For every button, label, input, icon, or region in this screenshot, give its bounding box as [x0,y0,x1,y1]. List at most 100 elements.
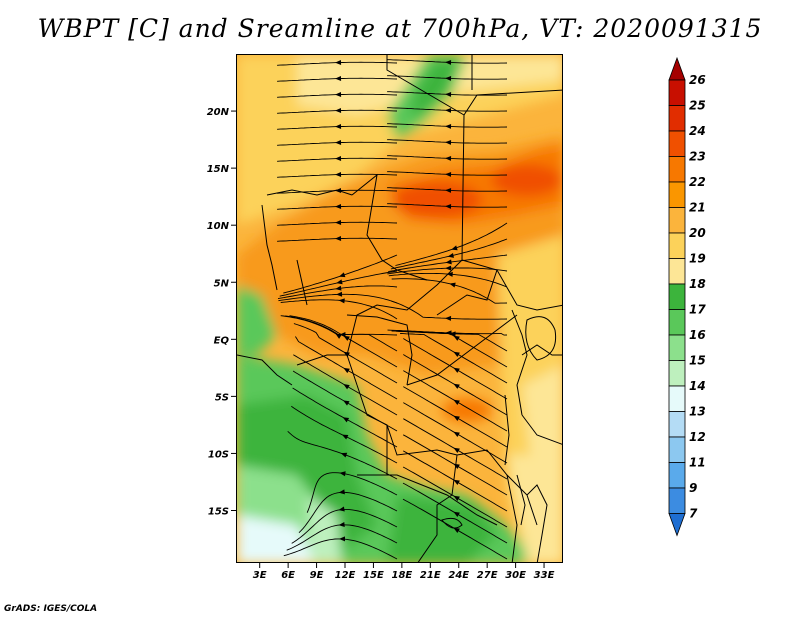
colorbar-box [668,436,686,463]
streamline-arrow [445,75,452,81]
colorbar-box [668,309,686,336]
streamline-arrow [335,75,342,81]
streamline-arrow [445,315,452,321]
streamline-arrow [336,291,343,297]
streamline-arrow [335,59,342,65]
colorbar-label: 7 [689,507,698,521]
colorbar-box [668,105,686,132]
colorbar-box [668,258,686,285]
streamline-arrow [445,265,452,271]
colorbar-box [668,283,686,310]
streamline-arrow [445,330,452,336]
colorbar-label: 22 [689,175,706,189]
streamline-arrow [343,335,350,341]
colorbar-label: 12 [689,430,706,444]
streamline-arrow [343,400,350,406]
streamline-arrow [453,383,460,389]
streamline-arrow [335,91,342,97]
lon-label: 24E [448,570,469,581]
colorbar-box [668,462,686,489]
lon-label: 3E [253,570,267,581]
lon-label: 33E [534,570,555,581]
lon-label: 27E [477,570,498,581]
colorbar-label: 13 [689,405,706,419]
streamline-arrow [453,495,460,501]
streamline-arrow [445,91,452,97]
colorbar-box [668,411,686,438]
lat-label: 5S [215,392,229,403]
streamline-arrow [445,171,452,177]
streamline-arrow [445,259,452,265]
streamline-arrow [335,187,342,193]
streamline-arrow [335,123,342,129]
lon-label: 21E [420,570,441,581]
streamline-arrow [339,331,346,337]
streamline-arrow [338,298,345,304]
streamline-arrow [453,351,460,357]
colorbar-label: 26 [689,73,706,87]
lat-label: 5N [214,278,230,289]
streamline-arrow [338,522,345,527]
streamline-arrow [338,272,346,278]
streamline-arrow [453,447,460,453]
colorbar-label: 23 [689,150,706,164]
streamline-arrow [445,107,452,113]
colorbar: 26 25 24 23 22 21 20 19 18 17 16 15 14 13 12 11 9 7 [668,56,706,537]
streamline-arrow [335,203,342,209]
map-panel [236,54,563,563]
streamline-arrow [453,511,460,517]
footer-credit: GrADS: IGES/COLA [4,604,98,614]
colorbar-box [668,334,686,361]
streamline-arrow [338,489,345,495]
streamline-arrow [335,235,342,241]
lon-label: 18E [391,570,412,581]
streamline-arrow [445,139,452,145]
streamline-arrow [445,203,452,209]
colorbar-label: 11 [689,456,706,470]
lat-label: EQ [214,335,230,346]
colorbar-label: 19 [689,252,706,266]
colorbar-box [668,385,686,412]
streamline-arrow [447,252,454,258]
colorbar-box [668,487,686,514]
colorbar-box [668,156,686,183]
colorbar-label: 15 [689,354,706,368]
colorbar-label: 18 [689,277,706,291]
streamline-arrow [336,279,343,285]
colorbar-box [668,207,686,234]
streamline-arrow [342,417,350,423]
lon-label: 9E [310,570,324,581]
lon-label: 6E [281,570,295,581]
map-field [237,55,562,562]
streamline-arrow [453,367,460,373]
lon-label: 30E [505,570,526,581]
streamline-arrow [453,399,460,405]
streamline-arrow [445,59,452,65]
streamline-arrow [335,155,342,161]
streamline-arrow [446,271,453,277]
colorbar-top-arrow [668,56,686,81]
streamline-arrow [341,434,349,440]
lon-label: 15E [363,570,384,581]
streamline-arrow [343,351,350,357]
colorbar-box [668,360,686,387]
streamline-arrow [445,187,452,193]
lakes [441,316,557,529]
colorbar-label: 14 [689,379,706,393]
streamline-arrow [453,463,460,469]
streamline-arrow [449,282,456,288]
streamline-arrow [453,415,460,421]
colorbar-bottom-arrow [668,513,686,537]
colorbar-box [668,181,686,208]
streamline-arrow [338,506,345,512]
colorbar-label: 25 [689,99,706,113]
lat-label: 15N [207,164,230,175]
colorbar-label: 9 [689,481,697,495]
chart-title: WBPT [C] and Sreamline at 700hPa, VT: 20… [37,14,763,43]
lat-label: 10S [208,449,229,460]
streamline-arrow [445,123,452,129]
colorbar-box [668,79,686,106]
colorbar-label: 16 [689,328,706,342]
streamline-arrow [335,285,342,291]
streamlines [277,59,508,560]
